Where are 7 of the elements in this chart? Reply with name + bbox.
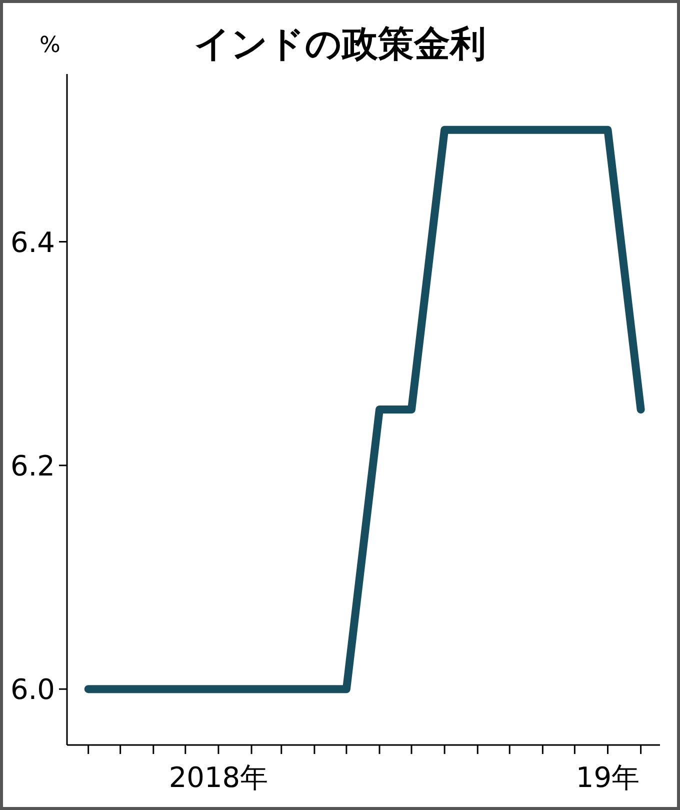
chart-title: インドの政策金利 bbox=[194, 24, 486, 65]
y-tick-label: 6.2 bbox=[10, 449, 55, 482]
y-tick-label: 6.4 bbox=[10, 226, 55, 259]
y-tick-label: 6.0 bbox=[10, 673, 55, 706]
x-tick-label: 19年 bbox=[576, 761, 640, 794]
x-tick-label: 2018年 bbox=[168, 761, 268, 794]
y-axis-title: % bbox=[40, 33, 60, 58]
